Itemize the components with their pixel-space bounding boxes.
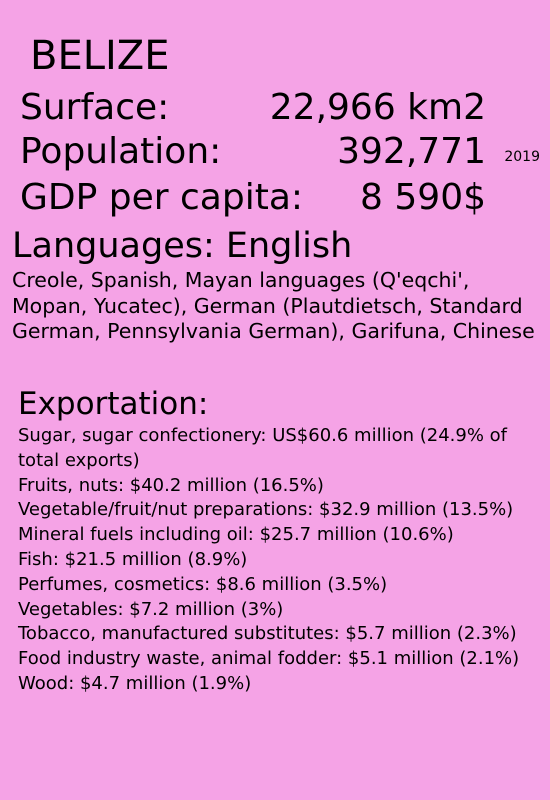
surface-label: Surface: [20, 87, 170, 128]
export-item: Fruits, nuts: $40.2 million (16.5%) [18, 474, 324, 496]
export-item: Vegetables: $7.2 million (3%) [18, 598, 284, 620]
gdp-value: 8 590$ [360, 177, 486, 218]
export-item: Food industry waste, animal fodder: $5.1… [18, 648, 520, 670]
export-item: Mineral fuels including oil: $25.7 milli… [18, 524, 454, 546]
population-value: 392,771 [337, 131, 486, 172]
languages-heading: Languages: English [12, 226, 353, 266]
population-year: 2019 [504, 149, 540, 165]
export-item: Sugar, sugar confectionery: US$60.6 mill… [18, 425, 508, 471]
export-item: Tobacco, manufactured substitutes: $5.7 … [18, 623, 517, 645]
country-title: BELIZE [30, 33, 170, 79]
export-item: Perfumes, cosmetics: $8.6 million (3.5%) [18, 573, 388, 595]
gdp-label: GDP per capita: [20, 177, 304, 218]
export-item: Vegetable/fruit/nut preparations: $32.9 … [18, 499, 514, 521]
surface-value: 22,966 km2 [269, 87, 486, 128]
population-label: Population: [20, 131, 222, 172]
languages-list: Creole, Spanish, Mayan languages (Q'eqch… [12, 268, 535, 343]
exports-list: Sugar, sugar confectionery: US$60.6 mill… [18, 424, 543, 697]
export-item: Wood: $4.7 million (1.9%) [18, 672, 252, 694]
exports-heading: Exportation: [18, 386, 209, 422]
export-item: Fish: $21.5 million (8.9%) [18, 548, 248, 570]
